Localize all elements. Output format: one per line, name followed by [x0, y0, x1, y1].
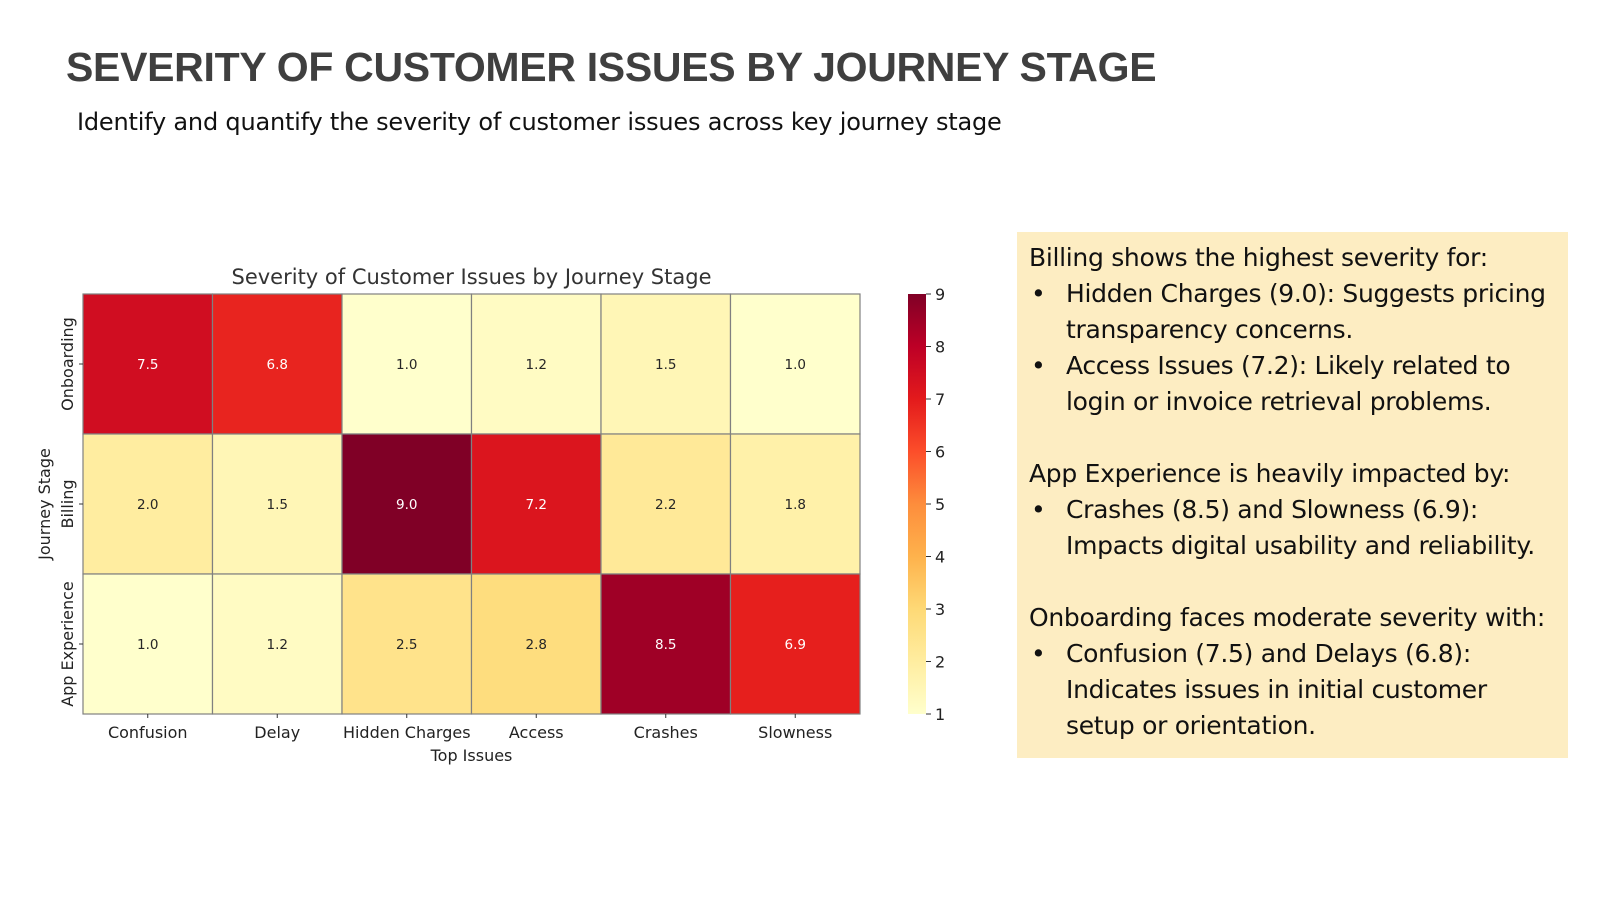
cell-value-label: 7.2 — [526, 497, 547, 513]
insight-section-app-experience: App Experience is heavily impacted by: C… — [1029, 456, 1556, 564]
insight-section-billing: Billing shows the highest severity for: … — [1029, 240, 1556, 420]
insight-heading: Billing shows the highest severity for: — [1029, 243, 1488, 272]
colorbar-tick-label: 4 — [935, 548, 945, 567]
page-subtitle: Identify and quantify the severity of cu… — [77, 108, 1002, 136]
severity-heatmap-chart: Severity of Customer Issues by Journey S… — [35, 265, 945, 765]
cell-value-label: 6.8 — [267, 357, 288, 373]
y-tick-label: App Experience — [58, 581, 77, 707]
heatmap-cell — [600, 573, 732, 715]
cell-value-label: 6.9 — [785, 637, 806, 653]
y-tick-label: Billing — [58, 479, 77, 528]
heatmap-cell — [729, 573, 861, 715]
insight-list: Confusion (7.5) and Delays (6.8): Indica… — [1029, 636, 1556, 744]
insight-heading: Onboarding faces moderate severity with: — [1029, 603, 1545, 632]
insight-list: Crashes (8.5) and Slowness (6.9): Impact… — [1029, 492, 1556, 564]
cell-value-label: 2.0 — [137, 497, 158, 513]
colorbar-tick-label: 3 — [935, 600, 945, 619]
x-axis-label: Top Issues — [430, 746, 513, 765]
insight-bullet: Access Issues (7.2): Likely related to l… — [1029, 348, 1556, 420]
cell-value-label: 8.5 — [655, 637, 676, 653]
insight-bullet: Crashes (8.5) and Slowness (6.9): Impact… — [1029, 492, 1556, 564]
x-tick-label: Confusion — [108, 723, 188, 742]
x-tick-label: Hidden Charges — [343, 723, 471, 742]
heatmap-cell — [470, 433, 602, 575]
heatmap-cell — [82, 573, 214, 715]
cell-value-label: 7.5 — [137, 357, 158, 373]
colorbar-tick-label: 6 — [935, 443, 945, 462]
cell-value-label: 1.5 — [655, 357, 676, 373]
cell-value-label: 1.5 — [267, 497, 288, 513]
colorbar-tick-label: 1 — [935, 705, 945, 724]
x-tick-label: Delay — [254, 723, 300, 742]
x-tick-label: Access — [509, 723, 564, 742]
insight-list: Hidden Charges (9.0): Suggests pricing t… — [1029, 276, 1556, 420]
heatmap-cell — [341, 293, 473, 435]
insight-bullet: Confusion (7.5) and Delays (6.8): Indica… — [1029, 636, 1556, 744]
cell-value-label: 2.2 — [655, 497, 676, 513]
heatmap-cell — [470, 293, 602, 435]
insights-panel: Billing shows the highest severity for: … — [1017, 232, 1568, 758]
colorbar-tick-label: 8 — [935, 338, 945, 357]
insight-bullet: Hidden Charges (9.0): Suggests pricing t… — [1029, 276, 1556, 348]
cell-value-label: 1.0 — [396, 357, 417, 373]
heatmap-cell — [211, 573, 343, 715]
heatmap-cell — [211, 433, 343, 575]
cell-value-label: 9.0 — [396, 497, 417, 513]
cell-value-label: 1.2 — [526, 357, 547, 373]
x-tick-label: Slowness — [758, 723, 832, 742]
page-title: SEVERITY OF CUSTOMER ISSUES BY JOURNEY S… — [66, 44, 1157, 90]
heatmap-cell — [729, 433, 861, 575]
colorbar — [908, 294, 926, 714]
colorbar-tick-label: 9 — [935, 285, 945, 304]
heatmap-cell — [82, 433, 214, 575]
cell-value-label: 2.5 — [396, 637, 417, 653]
chart-title: Severity of Customer Issues by Journey S… — [232, 265, 712, 289]
heatmap-cell — [600, 433, 732, 575]
colorbar-tick-label: 2 — [935, 653, 945, 672]
heatmap-cell — [729, 293, 861, 435]
colorbar-tick-label: 5 — [935, 495, 945, 514]
cell-value-label: 1.0 — [785, 357, 806, 373]
x-tick-label: Crashes — [634, 723, 698, 742]
colorbar-tick-label: 7 — [935, 390, 945, 409]
y-axis-label: Journey Stage — [35, 448, 54, 561]
cell-value-label: 1.2 — [267, 637, 288, 653]
cell-value-label: 2.8 — [526, 637, 547, 653]
cell-value-label: 1.0 — [137, 637, 158, 653]
cell-value-label: 1.8 — [785, 497, 806, 513]
insight-section-onboarding: Onboarding faces moderate severity with:… — [1029, 600, 1556, 744]
heatmap-cell — [600, 293, 732, 435]
y-tick-label: Onboarding — [58, 317, 77, 411]
insight-heading: App Experience is heavily impacted by: — [1029, 459, 1511, 488]
